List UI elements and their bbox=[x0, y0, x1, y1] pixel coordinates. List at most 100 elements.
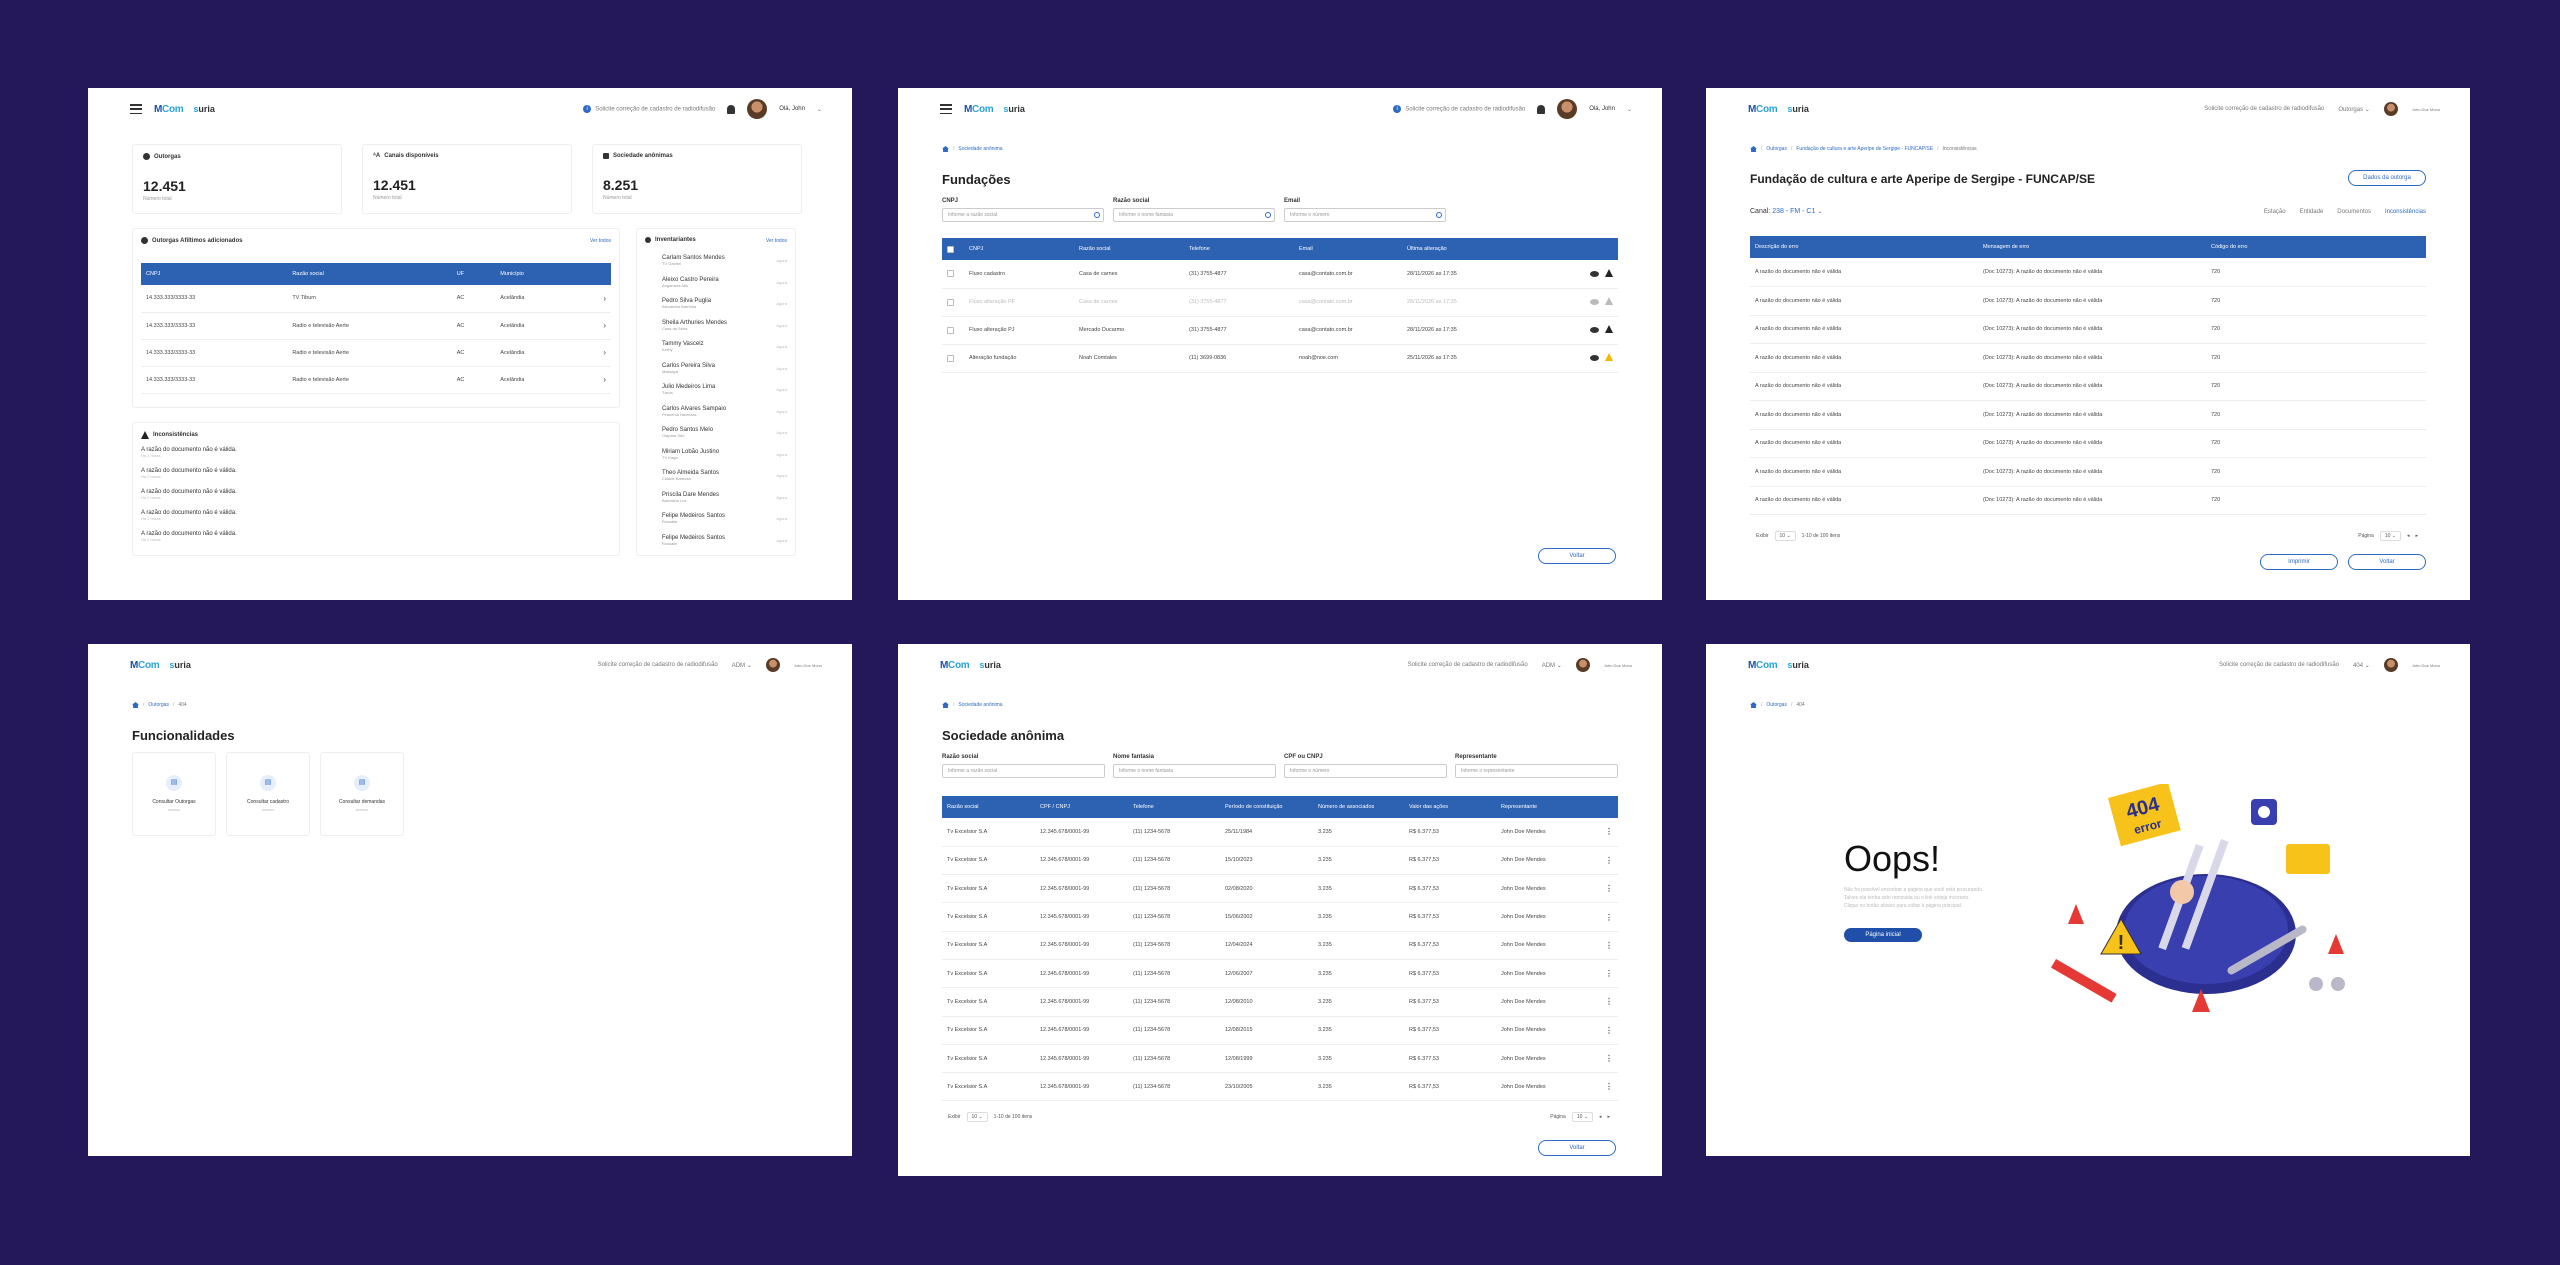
mcom-logo[interactable]: MCom bbox=[1748, 659, 1778, 671]
mcom-logo[interactable]: MCom bbox=[964, 103, 994, 115]
correction-link[interactable]: i Solicite correção de cadastro de radiod… bbox=[1393, 105, 1525, 113]
col-header[interactable]: Valor das ações bbox=[1404, 796, 1496, 818]
list-item[interactable]: Carlos Pereira Silva Massaya Agora bbox=[662, 363, 791, 385]
list-item[interactable]: Julio Medeiros Lima Tácus Agora bbox=[662, 384, 791, 406]
list-item[interactable]: Pedro Santos Melo Oiapara São Agora bbox=[662, 427, 791, 449]
tab-documentos[interactable]: Documentos bbox=[2337, 209, 2371, 215]
table-row[interactable]: Tv Excelsior S.A 12.345.678/0001-99 (11) 1… bbox=[942, 931, 1618, 960]
tab-estacao[interactable]: Estação bbox=[2263, 209, 2286, 215]
home-page-button[interactable]: Página inicial bbox=[1844, 928, 1922, 942]
list-item[interactable]: Carlos Alvares Sampaio Piracema Naveclas A… bbox=[662, 406, 791, 428]
mcom-logo[interactable]: MCom bbox=[130, 659, 160, 671]
prev-page-icon[interactable]: ◂ bbox=[1598, 1114, 1602, 1120]
more-options-icon[interactable]: ⋮ bbox=[1598, 874, 1618, 904]
warning-icon[interactable] bbox=[1605, 297, 1613, 305]
table-row[interactable]: A razão do documento não é válida (Doc 10… bbox=[1750, 286, 2426, 316]
list-item[interactable]: Felipe Medeiros Santos Rossalle Agora bbox=[662, 535, 791, 557]
see-all-link[interactable]: Ver todos bbox=[589, 238, 611, 244]
col-header[interactable]: Descrição do erro bbox=[1750, 236, 1978, 258]
list-item[interactable]: A razão do documento não é válida. Há 2 h… bbox=[141, 468, 611, 489]
avatar[interactable] bbox=[1557, 99, 1578, 119]
col-header[interactable]: Período de constituição bbox=[1220, 796, 1313, 818]
avatar[interactable] bbox=[2383, 658, 2398, 672]
table-row[interactable]: A razão do documento não é válida (Doc 10… bbox=[1750, 258, 2426, 287]
list-item[interactable]: Aleixo Castro Pereira Angamera Alto Agora bbox=[662, 277, 791, 299]
warning-icon[interactable] bbox=[1605, 325, 1613, 333]
correction-link[interactable]: Solicite correção de cadastro de radiodi… bbox=[2218, 662, 2340, 668]
col-header[interactable]: UF bbox=[451, 263, 496, 285]
col-header[interactable]: Mensagem de erro bbox=[1978, 236, 2206, 258]
correction-link[interactable]: Solicite correção de cadastro de radiodi… bbox=[597, 662, 718, 668]
page-select[interactable]: 10 ⌄ bbox=[2379, 531, 2401, 541]
more-options-icon[interactable]: ⋮ bbox=[1598, 818, 1618, 847]
more-options-icon[interactable]: ⋮ bbox=[1598, 931, 1618, 960]
row-checkbox[interactable] bbox=[947, 298, 954, 306]
correction-link[interactable]: Solicite correção de cadastro de radiodi… bbox=[2204, 106, 2325, 112]
col-header[interactable]: Código do erro bbox=[2206, 236, 2426, 258]
menu-icon[interactable] bbox=[940, 104, 952, 114]
row-checkbox[interactable] bbox=[947, 270, 954, 278]
search-icon[interactable] bbox=[1094, 212, 1100, 218]
table-row[interactable]: A razão do documento não é válida (Doc 10… bbox=[1750, 429, 2426, 458]
avatar[interactable] bbox=[2383, 102, 2398, 116]
list-item[interactable]: A razão do documento não é válida. Há 2 h… bbox=[141, 510, 611, 531]
eye-icon[interactable] bbox=[1590, 355, 1599, 361]
table-row[interactable]: A razão do documento não é válida (Doc 10… bbox=[1750, 486, 2426, 515]
table-row[interactable]: Fluxo alteração PF Casa de carnes (31) 375… bbox=[942, 288, 1618, 317]
row-checkbox[interactable] bbox=[947, 326, 954, 334]
razao-social-input[interactable]: Informe a razão social bbox=[942, 764, 1105, 778]
tab-entidade[interactable]: Entidade bbox=[2299, 209, 2324, 215]
list-item[interactable]: Carlam Santos Mendes TV Gabriel Agora bbox=[662, 255, 791, 277]
cpf-cnpj-input[interactable]: Informe o número bbox=[1284, 764, 1447, 778]
list-item[interactable]: A razão do documento não é válida. Há 2 h… bbox=[141, 489, 611, 510]
row-chevron-icon[interactable]: › bbox=[579, 312, 611, 340]
search-icon[interactable] bbox=[1265, 212, 1271, 218]
profile-select[interactable]: ADM ⌄ bbox=[731, 662, 752, 669]
email-input[interactable]: Informe o número bbox=[1284, 208, 1446, 222]
table-row[interactable]: A razão do documento não é válida (Doc 10… bbox=[1750, 400, 2426, 430]
per-page-select[interactable]: 10 ⌄ bbox=[966, 1112, 988, 1122]
home-icon[interactable] bbox=[1750, 702, 1757, 708]
row-chevron-icon[interactable]: › bbox=[579, 366, 611, 394]
avatar[interactable] bbox=[765, 658, 780, 672]
more-options-icon[interactable]: ⋮ bbox=[1598, 1072, 1618, 1102]
eye-icon[interactable] bbox=[1590, 327, 1599, 333]
back-button[interactable]: Voltar bbox=[1538, 548, 1616, 564]
table-row[interactable]: Tv Excelsior S.A 12.345.678/0001-99 (11) 1… bbox=[942, 987, 1618, 1017]
table-row[interactable]: 14.333.333/3333-33 TV Tibum AC Acelândia › bbox=[141, 285, 611, 313]
col-header[interactable]: Última alteração bbox=[1402, 238, 1568, 260]
home-icon[interactable] bbox=[942, 702, 949, 708]
table-row[interactable]: A razão do documento não é válida (Doc 10… bbox=[1750, 343, 2426, 373]
chevron-down-icon[interactable]: ⌄ bbox=[816, 106, 822, 113]
more-options-icon[interactable]: ⋮ bbox=[1598, 846, 1618, 876]
row-chevron-icon[interactable]: › bbox=[579, 339, 611, 367]
col-header[interactable]: Telefone bbox=[1184, 238, 1294, 260]
bell-icon[interactable] bbox=[1537, 104, 1546, 114]
col-header[interactable]: CNPJ bbox=[141, 263, 288, 285]
col-header[interactable]: Telefone bbox=[1128, 796, 1220, 818]
table-row[interactable]: Tv Excelsior S.A 12.345.678/0001-99 (11) 1… bbox=[942, 1044, 1618, 1074]
more-options-icon[interactable]: ⋮ bbox=[1598, 1044, 1618, 1074]
tab-inconsistencias[interactable]: Inconsistências bbox=[2384, 209, 2426, 215]
profile-select[interactable]: 404 ⌄ bbox=[2353, 662, 2370, 669]
list-item[interactable]: Miriam Lobão Justino TV Kagá Agora bbox=[662, 449, 791, 471]
back-button[interactable]: Voltar bbox=[1538, 1140, 1616, 1156]
correction-link[interactable]: Solicite correção de cadastro de radiodi… bbox=[1407, 662, 1528, 668]
nav-outorgas[interactable]: Outorgas ⌄ bbox=[2338, 106, 2370, 113]
mcom-logo[interactable]: MCom bbox=[1748, 103, 1778, 115]
next-page-icon[interactable]: ▸ bbox=[2415, 533, 2418, 539]
table-row[interactable]: 14.333.333/3333-33 Radio e televisão Aert… bbox=[141, 339, 611, 367]
feature-card-cadastro[interactable]: ▤ Consultar cadastro acesso bbox=[226, 752, 310, 836]
table-row[interactable]: A razão do documento não é válida (Doc 10… bbox=[1750, 457, 2426, 487]
table-row[interactable]: A razão do documento não é válida (Doc 10… bbox=[1750, 315, 2426, 344]
feature-card-demandas[interactable]: ▤ Consultar demandas acesso bbox=[320, 752, 404, 836]
col-header[interactable]: CPF / CNPJ bbox=[1035, 796, 1128, 818]
avatar[interactable] bbox=[1575, 658, 1590, 672]
col-header[interactable]: Município bbox=[495, 263, 580, 285]
more-options-icon[interactable]: ⋮ bbox=[1598, 987, 1618, 1017]
more-options-icon[interactable]: ⋮ bbox=[1598, 902, 1618, 932]
list-item[interactable]: Pedro Silva Puglia Alexandra Barrinha Agor… bbox=[662, 298, 791, 320]
select-all-checkbox[interactable] bbox=[947, 245, 954, 253]
prev-page-icon[interactable]: ◂ bbox=[2406, 533, 2410, 539]
chevron-down-icon[interactable]: ⌄ bbox=[1626, 106, 1632, 113]
